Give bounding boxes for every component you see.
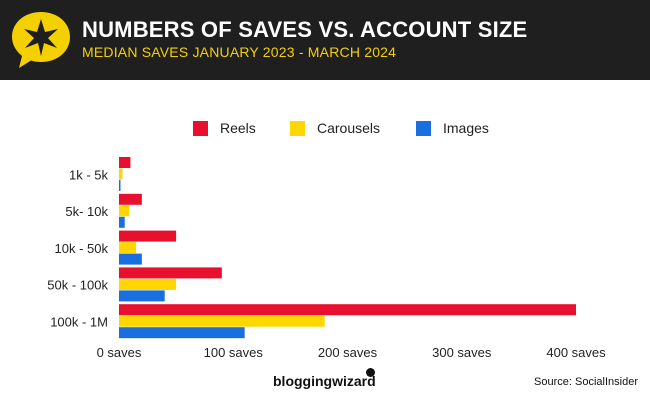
legend: Reels Carousels Images bbox=[0, 120, 650, 138]
bar-carousels-10k-50k bbox=[119, 242, 137, 254]
category-label-1k-5k: 1k - 5k bbox=[69, 167, 109, 182]
bar-carousels-1k-5k bbox=[119, 168, 123, 180]
source-note: Source: SocialInsider bbox=[534, 376, 638, 388]
brand-logo-text: bloggingwizard bbox=[273, 373, 376, 389]
bar-reels-5k-10k bbox=[119, 193, 142, 205]
header-banner: NUMBERS OF SAVES VS. ACCOUNT SIZE MEDIAN… bbox=[0, 0, 650, 80]
x-tick-label-0: 0 saves bbox=[97, 345, 142, 360]
legend-swatch-reels bbox=[193, 120, 208, 136]
category-label-5k-10k: 5k- 10k bbox=[65, 204, 108, 219]
x-tick-label-400: 400 saves bbox=[546, 345, 606, 360]
bar-images-100k-1m bbox=[119, 327, 245, 339]
bar-carousels-5k-10k bbox=[119, 205, 130, 217]
bar-reels-1k-5k bbox=[119, 157, 131, 168]
legend-label-images: Images bbox=[443, 120, 489, 136]
x-tick-label-300: 300 saves bbox=[432, 345, 492, 360]
bar-images-10k-50k bbox=[119, 253, 142, 265]
bar-reels-100k-1m bbox=[119, 304, 576, 316]
x-tick-label-200: 200 saves bbox=[318, 345, 378, 360]
legend-label-carousels: Carousels bbox=[317, 120, 381, 136]
legend-label-reels: Reels bbox=[220, 120, 256, 136]
bar-carousels-100k-1m bbox=[119, 315, 325, 327]
brand-logo-dot bbox=[366, 368, 375, 377]
category-label-100k-1m: 100k - 1M bbox=[50, 314, 108, 329]
bar-images-5k-10k bbox=[119, 216, 125, 228]
legend-item-images: Images bbox=[416, 120, 489, 136]
chart-subtitle: MEDIAN SAVES JANUARY 2023 - MARCH 2024 bbox=[82, 44, 397, 60]
star-speech-bubble-icon bbox=[12, 12, 70, 68]
bar-reels-10k-50k bbox=[119, 230, 177, 242]
legend-item-carousels: Carousels bbox=[290, 120, 380, 136]
bar-images-50k-100k bbox=[119, 290, 165, 302]
bar-carousels-50k-100k bbox=[119, 278, 177, 290]
legend-swatch-carousels bbox=[290, 120, 305, 136]
legend-item-reels: Reels bbox=[193, 120, 256, 136]
chart-title: NUMBERS OF SAVES VS. ACCOUNT SIZE bbox=[82, 17, 528, 42]
bar-images-1k-5k bbox=[119, 180, 121, 191]
x-tick-label-100: 100 saves bbox=[204, 345, 264, 360]
category-label-50k-100k: 50k - 100k bbox=[47, 278, 108, 293]
category-label-10k-50k: 10k - 50k bbox=[55, 241, 109, 256]
legend-swatch-images bbox=[416, 120, 431, 136]
bar-reels-50k-100k bbox=[119, 267, 222, 279]
